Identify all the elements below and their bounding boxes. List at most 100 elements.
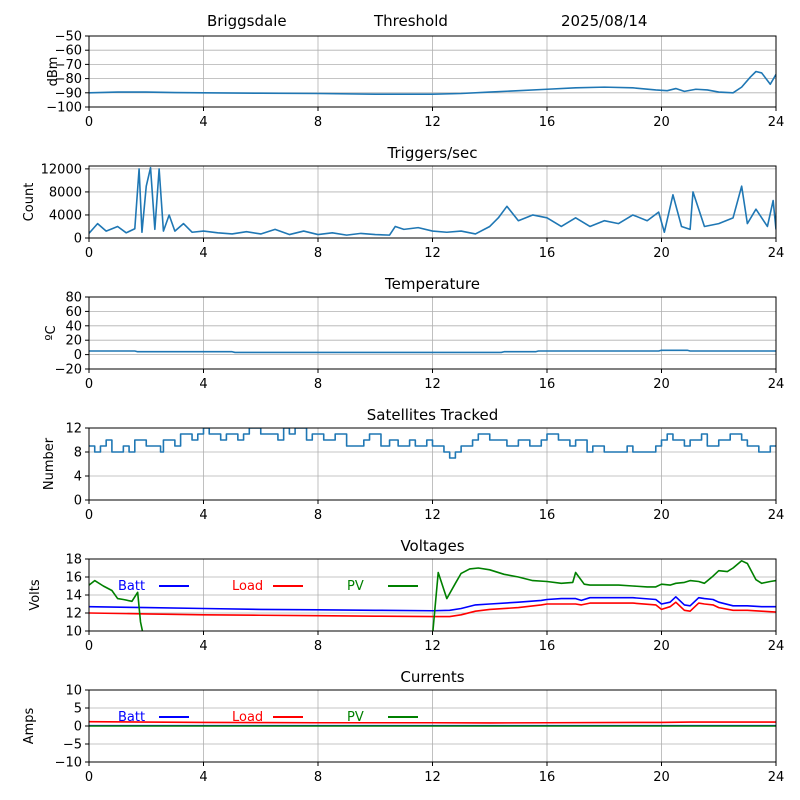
mode-label: Threshold xyxy=(374,12,448,30)
x-tick-label: 24 xyxy=(768,508,785,523)
series-line-pv xyxy=(89,579,144,631)
y-tick-label: 0 xyxy=(74,232,82,247)
x-tick-label: 4 xyxy=(199,246,207,261)
chart-title: Temperature xyxy=(384,275,480,293)
x-tick-label: 20 xyxy=(653,508,670,523)
y-tick-label: −10 xyxy=(55,756,82,771)
x-tick-label: 16 xyxy=(539,246,556,261)
y-tick-label: 0 xyxy=(74,720,82,735)
x-tick-label: 16 xyxy=(539,377,556,392)
y-tick-label: −80 xyxy=(55,72,82,87)
legend-label-pv: PV xyxy=(347,710,364,725)
y-tick-label: 40 xyxy=(65,319,82,334)
chart-title: Voltages xyxy=(400,537,464,555)
chart-title: Satellites Tracked xyxy=(367,406,498,424)
y-axis-label: Volts xyxy=(28,579,43,611)
chart-title: Currents xyxy=(400,668,464,686)
x-tick-label: 0 xyxy=(85,115,93,130)
x-tick-label: 0 xyxy=(85,770,93,785)
y-axis-label: dBm xyxy=(46,57,61,87)
x-tick-label: 24 xyxy=(768,246,785,261)
x-tick-label: 12 xyxy=(424,246,441,261)
x-tick-label: 8 xyxy=(314,770,322,785)
station-name: Briggsdale xyxy=(207,12,287,30)
x-tick-label: 8 xyxy=(314,246,322,261)
x-tick-label: 24 xyxy=(768,770,785,785)
y-tick-label: 12 xyxy=(65,607,82,622)
x-tick-label: 20 xyxy=(653,246,670,261)
x-tick-label: 8 xyxy=(314,377,322,392)
x-tick-label: 16 xyxy=(539,115,556,130)
y-tick-label: 60 xyxy=(65,305,82,320)
y-axis-label: Amps xyxy=(22,707,37,744)
x-tick-label: 4 xyxy=(199,770,207,785)
x-tick-label: 4 xyxy=(199,115,207,130)
x-tick-label: 12 xyxy=(424,508,441,523)
x-tick-label: 12 xyxy=(424,115,441,130)
legend-label-batt: Batt xyxy=(118,710,145,725)
series-line-load xyxy=(89,601,776,618)
y-tick-label: 0 xyxy=(74,494,82,509)
legend-label-pv: PV xyxy=(347,579,364,594)
date-label: 2025/08/14 xyxy=(561,12,648,30)
x-tick-label: 4 xyxy=(199,377,207,392)
y-tick-label: 14 xyxy=(65,589,82,604)
y-tick-label: −20 xyxy=(55,363,82,378)
x-tick-label: 0 xyxy=(85,377,93,392)
x-tick-label: 16 xyxy=(539,508,556,523)
x-tick-label: 12 xyxy=(424,770,441,785)
legend-label-load: Load xyxy=(232,579,263,594)
x-tick-label: 20 xyxy=(653,115,670,130)
x-tick-label: 24 xyxy=(768,115,785,130)
x-tick-label: 24 xyxy=(768,377,785,392)
y-tick-label: 5 xyxy=(74,702,82,717)
x-tick-label: 0 xyxy=(85,639,93,654)
x-tick-label: 0 xyxy=(85,246,93,261)
x-tick-label: 12 xyxy=(424,639,441,654)
series-line-load xyxy=(89,720,776,724)
x-tick-label: 24 xyxy=(768,639,785,654)
x-tick-label: 20 xyxy=(653,770,670,785)
y-tick-label: 8000 xyxy=(49,185,82,200)
y-tick-label: 12000 xyxy=(41,162,82,177)
series-line-data xyxy=(89,166,776,236)
series-line-batt xyxy=(89,596,776,612)
series-line-data xyxy=(89,70,776,96)
y-tick-label: 8 xyxy=(74,446,82,461)
y-tick-label: 16 xyxy=(65,571,82,586)
y-tick-label: 10 xyxy=(65,625,82,640)
series-line-data xyxy=(89,428,776,459)
series-line-data xyxy=(89,349,776,354)
series-line-pv xyxy=(432,560,776,631)
x-tick-label: 8 xyxy=(314,639,322,654)
y-axis-label: Number xyxy=(42,437,57,490)
x-tick-label: 16 xyxy=(539,639,556,654)
x-tick-label: 8 xyxy=(314,115,322,130)
y-axis-label: Count xyxy=(22,183,37,222)
x-tick-label: 20 xyxy=(653,377,670,392)
x-tick-label: 8 xyxy=(314,508,322,523)
legend-label-batt: Batt xyxy=(118,579,145,594)
x-tick-label: 12 xyxy=(424,377,441,392)
y-tick-label: 80 xyxy=(65,291,82,306)
y-tick-label: 4000 xyxy=(49,208,82,223)
y-tick-label: −90 xyxy=(55,86,82,101)
x-tick-label: 4 xyxy=(199,639,207,654)
y-tick-label: −50 xyxy=(55,30,82,45)
x-tick-label: 20 xyxy=(653,639,670,654)
y-tick-label: 10 xyxy=(65,684,82,699)
y-tick-label: 18 xyxy=(65,553,82,568)
y-tick-label: −5 xyxy=(63,738,82,753)
y-tick-label: 4 xyxy=(74,470,82,485)
y-tick-label: −100 xyxy=(46,101,82,116)
y-tick-label: −70 xyxy=(55,58,82,73)
y-tick-label: 20 xyxy=(65,334,82,349)
y-tick-label: 0 xyxy=(74,348,82,363)
x-tick-label: 16 xyxy=(539,770,556,785)
chart-title: Triggers/sec xyxy=(387,144,478,162)
y-tick-label: 12 xyxy=(65,422,82,437)
x-tick-label: 0 xyxy=(85,508,93,523)
legend-label-load: Load xyxy=(232,710,263,725)
y-axis-label: ºC xyxy=(44,325,59,340)
